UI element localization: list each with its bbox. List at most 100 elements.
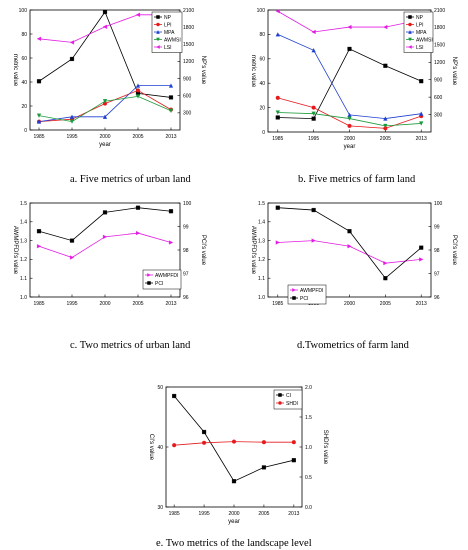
- legend-marker: [278, 393, 282, 397]
- y-left-tick-label: 40: [157, 445, 163, 451]
- data-point-np: [383, 63, 388, 68]
- x-tick-label: 1985: [272, 301, 283, 307]
- y-left-tick-label: 80: [21, 32, 27, 38]
- y-right-tick-label: 97: [183, 271, 189, 277]
- legend-label: AWMSI: [416, 37, 433, 43]
- data-point-awmsi: [275, 110, 280, 115]
- legend-label: LPI: [164, 22, 172, 28]
- x-tick-label: 2000: [344, 136, 355, 142]
- data-point-awmpfdi: [311, 238, 316, 243]
- chart-a: 1985 1995 2000 2005 2013 0 20 40 60 80 100 300 600 90…: [12, 8, 206, 185]
- data-point-mpa: [383, 116, 388, 121]
- data-point-pci: [275, 205, 280, 210]
- y-right-tick-label: 98: [183, 248, 189, 254]
- legend-marker: [156, 15, 160, 19]
- y-right-tick-label: 99: [183, 224, 189, 230]
- x-tick-label: 1995: [66, 301, 77, 307]
- figure-caption: d.Twometrics of farm land: [297, 340, 410, 351]
- data-point-pci: [419, 245, 424, 250]
- y-right-axis-label: NP's value: [451, 57, 457, 86]
- legend-marker: [408, 37, 412, 42]
- y-right-tick-label: 900: [183, 76, 192, 82]
- figure-caption: c. Two metrics of urban land: [70, 340, 191, 351]
- y-right-tick-label: 600: [183, 94, 192, 100]
- legend-marker: [156, 45, 160, 49]
- legend-marker: [278, 401, 282, 405]
- x-tick-label: 2013: [165, 301, 176, 307]
- data-point-awmpfdi: [383, 261, 388, 266]
- x-tick-label: 1995: [199, 511, 210, 517]
- data-point-awmpfdi: [275, 240, 281, 245]
- data-point-ci: [291, 458, 296, 463]
- legend-marker: [408, 15, 412, 19]
- data-point-lpi: [275, 95, 280, 100]
- y-right-axis-label: PCI's value: [200, 235, 206, 266]
- data-point-np: [419, 79, 424, 84]
- y-right-tick-label: 100: [434, 201, 443, 207]
- chart-d: 198519952000200520131.01.11.21.31.41.596…: [250, 201, 457, 351]
- figure-caption: b. Five metrics of farm land: [298, 174, 416, 185]
- legend-label: NP: [164, 15, 172, 21]
- y-right-tick-label: 96: [434, 295, 440, 301]
- x-axis-label: year: [344, 144, 356, 150]
- legend-label: NP: [416, 15, 424, 21]
- data-point-mpa: [168, 83, 174, 88]
- data-point-np: [168, 95, 174, 100]
- x-tick-label: 2000: [344, 301, 355, 307]
- data-point-mpa: [275, 32, 280, 37]
- y-left-axis-label: AWMPFDI's value: [12, 226, 18, 275]
- y-left-tick-label: 40: [21, 80, 27, 86]
- y-right-tick-label: 100: [183, 201, 192, 207]
- x-tick-label: 1985: [169, 511, 180, 517]
- x-tick-label: 2005: [380, 136, 391, 142]
- legend-marker: [292, 296, 296, 300]
- legend-marker: [156, 37, 160, 42]
- y-left-tick-label: 60: [21, 56, 27, 62]
- y-left-tick-label: 1.3: [20, 238, 27, 244]
- y-left-axis-label: AWMPFDI's value: [250, 226, 256, 275]
- data-point-lsi: [311, 29, 316, 35]
- chart-e: 1985 1995 2000 2005 2013 30 40 50 0.0 0.5 1.0 1.5 2.…: [148, 385, 328, 549]
- y-left-tick-label: 1.2: [20, 257, 27, 263]
- x-tick-label: 1985: [272, 136, 283, 142]
- y-left-tick-label: 50: [157, 385, 163, 391]
- legend-marker: [292, 288, 296, 292]
- x-tick-label: 1995: [66, 134, 77, 140]
- y-left-tick-label: 1.2: [258, 257, 265, 263]
- data-point-ci: [261, 465, 266, 470]
- y-left-tick-label: 1.3: [258, 238, 265, 244]
- y-right-tick-label: 900: [434, 78, 443, 84]
- data-point-awmsi: [69, 119, 75, 124]
- y-right-tick-label: 1500: [183, 42, 194, 48]
- data-point-shdi: [202, 440, 207, 445]
- series-line-lsi: [277, 10, 422, 33]
- legend-label: LSI: [416, 45, 424, 51]
- data-point-np: [347, 46, 352, 51]
- data-point-lpi: [311, 105, 316, 110]
- data-point-ci: [202, 429, 207, 435]
- data-point-pci: [347, 229, 352, 234]
- x-tick-label: 2005: [132, 134, 143, 140]
- legend-label: PCI: [300, 296, 308, 302]
- y-right-tick-label: 300: [434, 112, 443, 118]
- x-tick-label: 2013: [416, 301, 427, 307]
- data-point-awmsi: [102, 99, 108, 104]
- legend-label: AWMPFDI: [155, 273, 178, 279]
- y-left-tick-label: 100: [257, 8, 266, 14]
- y-left-tick-label: 30: [157, 505, 163, 511]
- y-left-tick-label: 1.4: [20, 220, 27, 226]
- data-point-awmpfdi: [168, 240, 174, 245]
- series-line-awmpfdi: [277, 240, 422, 264]
- x-tick-label: 2000: [99, 301, 110, 307]
- x-tick-label: 2000: [99, 134, 110, 140]
- y-right-tick-label: 2.0: [305, 385, 312, 391]
- data-point-mpa: [135, 83, 141, 88]
- legend-marker: [147, 273, 151, 277]
- data-point-pci: [311, 208, 316, 213]
- y-left-tick-label: 20: [259, 105, 265, 111]
- plot-frame: [267, 202, 432, 298]
- y-left-tick-label: 1.4: [258, 220, 265, 226]
- y-right-tick-label: 1800: [434, 25, 445, 31]
- data-point-lsi: [69, 40, 75, 45]
